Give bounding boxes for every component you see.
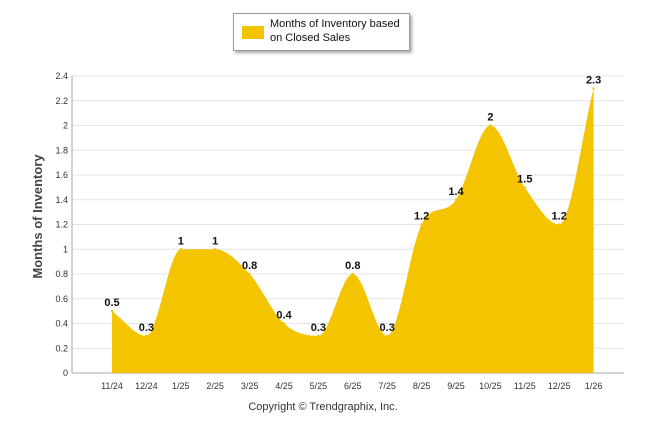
data-label: 0.3 (139, 322, 154, 334)
data-point (214, 248, 217, 251)
y-tick-label: 0.2 (55, 343, 68, 353)
y-tick-label: 0 (63, 368, 68, 378)
data-label: 1.5 (517, 173, 532, 185)
data-label: 1 (212, 235, 218, 247)
y-tick-label: 1.6 (55, 170, 68, 180)
data-point (282, 322, 286, 325)
data-label: 0.8 (345, 260, 360, 272)
x-tick-label: 11/24 (101, 381, 123, 391)
y-tick-label: 1.8 (55, 145, 68, 155)
y-tick-label: 1.4 (55, 195, 68, 205)
x-tick-label: 4/25 (275, 381, 293, 391)
y-tick-label: 0.6 (55, 294, 68, 304)
data-point (558, 223, 561, 226)
y-tick-label: 1.2 (55, 220, 68, 230)
y-tick-label: 0.8 (55, 269, 68, 279)
x-tick-label: 10/25 (479, 381, 502, 391)
legend-label: Months of Inventory based on Closed Sale… (270, 18, 400, 44)
data-point (351, 272, 354, 276)
y-tick-label: 2.4 (55, 71, 68, 81)
x-tick-label: 8/25 (413, 381, 431, 391)
legend: Months of Inventory based on Closed Sale… (233, 13, 410, 51)
y-tick-label: 2.2 (55, 96, 68, 106)
data-label: 1.2 (414, 211, 429, 223)
data-point (110, 309, 114, 313)
data-label: 2.3 (586, 74, 601, 86)
y-tick-label: 0.4 (55, 319, 68, 329)
x-tick-label: 6/25 (344, 381, 362, 391)
y-tick-label: 2 (63, 121, 68, 131)
y-axis-title: Months of Inventory (30, 154, 45, 279)
data-point (489, 124, 492, 127)
data-point (317, 334, 320, 338)
x-tick-label: 3/25 (241, 381, 259, 391)
data-point (386, 334, 389, 338)
data-label: 0.4 (276, 310, 292, 322)
x-tick-label: 12/24 (135, 381, 158, 391)
data-point (179, 248, 182, 251)
data-point (420, 223, 423, 226)
data-point (454, 198, 458, 201)
x-tick-label: 1/26 (585, 381, 603, 391)
x-tick-label: 5/25 (310, 381, 328, 391)
x-tick-label: 12/25 (548, 381, 571, 391)
data-point (592, 87, 595, 90)
x-tick-label: 11/25 (514, 381, 536, 391)
y-tick-label: 1 (63, 244, 68, 254)
data-label: 1 (178, 235, 184, 247)
data-label: 0.5 (104, 297, 119, 309)
data-label: 1.4 (448, 186, 464, 198)
data-label: 1.2 (552, 211, 567, 223)
area-series (112, 88, 594, 373)
data-label: 0.8 (242, 260, 257, 272)
data-label: 0.3 (380, 322, 395, 334)
data-label: 0.3 (311, 322, 326, 334)
x-tick-label: 2/25 (206, 381, 224, 391)
copyright-text: Copyright © Trendgraphix, Inc. (248, 401, 398, 413)
data-point (248, 272, 251, 276)
data-point (523, 186, 526, 189)
x-tick-label: 9/25 (447, 381, 465, 391)
data-label: 2 (487, 112, 493, 124)
x-tick-label: 1/25 (172, 381, 190, 391)
x-tick-label: 7/25 (378, 381, 396, 391)
data-point (145, 334, 148, 338)
legend-swatch (242, 26, 264, 39)
